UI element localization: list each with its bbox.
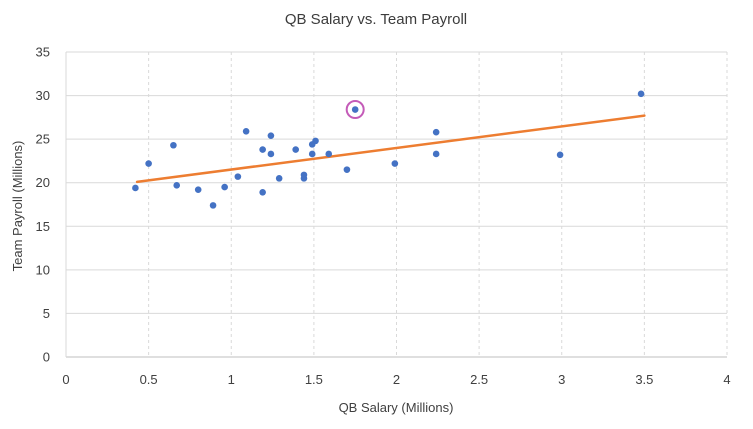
x-tick-label: 0.5: [140, 372, 158, 387]
data-point: [194, 186, 202, 193]
data-point: [259, 146, 266, 153]
data-point: [221, 183, 228, 191]
x-tick-label: 2: [393, 372, 400, 387]
data-point: [292, 146, 299, 153]
y-tick-label: 15: [36, 219, 50, 234]
y-tick-label: 30: [36, 88, 50, 103]
x-tick-label: 2.5: [470, 372, 488, 387]
data-point: [145, 160, 152, 167]
data-point: [267, 132, 275, 139]
y-tick-label: 5: [43, 306, 50, 321]
data-point: [132, 184, 139, 192]
data-point: [351, 106, 359, 113]
tick-labels: 0 5 10 15 20 25 30 35 0 0.5 1 1.5 2 2.5 3 3.5 4: [36, 45, 731, 388]
data-point: [242, 128, 250, 135]
grid-lines: [66, 51, 728, 357]
y-axis-label: Team Payroll (Millions): [10, 141, 25, 272]
y-tick-label: 10: [36, 262, 50, 277]
data-point: [432, 128, 440, 136]
data-point: [300, 171, 308, 179]
data-point: [432, 150, 440, 158]
data-point: [170, 141, 177, 149]
data-points: [132, 90, 645, 209]
y-tick-label: 25: [36, 132, 50, 147]
data-point: [259, 189, 266, 196]
x-tick-label: 0: [62, 372, 69, 387]
chart-title: QB Salary vs. Team Payroll: [285, 11, 467, 28]
data-point: [267, 150, 275, 158]
data-point: [275, 175, 283, 182]
data-point: [556, 151, 564, 159]
data-point: [308, 150, 316, 158]
data-point: [325, 150, 333, 158]
data-point: [209, 202, 217, 209]
data-point: [343, 166, 351, 173]
y-tick-label: 20: [36, 175, 50, 190]
y-tick-label: 0: [43, 350, 50, 365]
data-point: [312, 137, 319, 145]
x-axis-label: QB Salary (Millions): [339, 400, 454, 415]
data-point: [173, 182, 181, 189]
highlight-group: [345, 100, 365, 120]
x-tick-label: 1.5: [305, 372, 323, 387]
x-tick-label: 1: [228, 372, 235, 387]
x-tick-label: 3: [558, 372, 565, 387]
data-point: [234, 173, 242, 180]
highlight-ring: [345, 100, 365, 120]
y-tick-label: 35: [36, 45, 50, 60]
data-point: [391, 160, 399, 167]
trendline-group: [135, 114, 646, 184]
axes: [65, 52, 727, 358]
data-point: [637, 90, 645, 98]
x-tick-label: 3.5: [635, 372, 653, 387]
x-tick-label: 4: [723, 372, 730, 387]
trendline: [135, 114, 646, 184]
